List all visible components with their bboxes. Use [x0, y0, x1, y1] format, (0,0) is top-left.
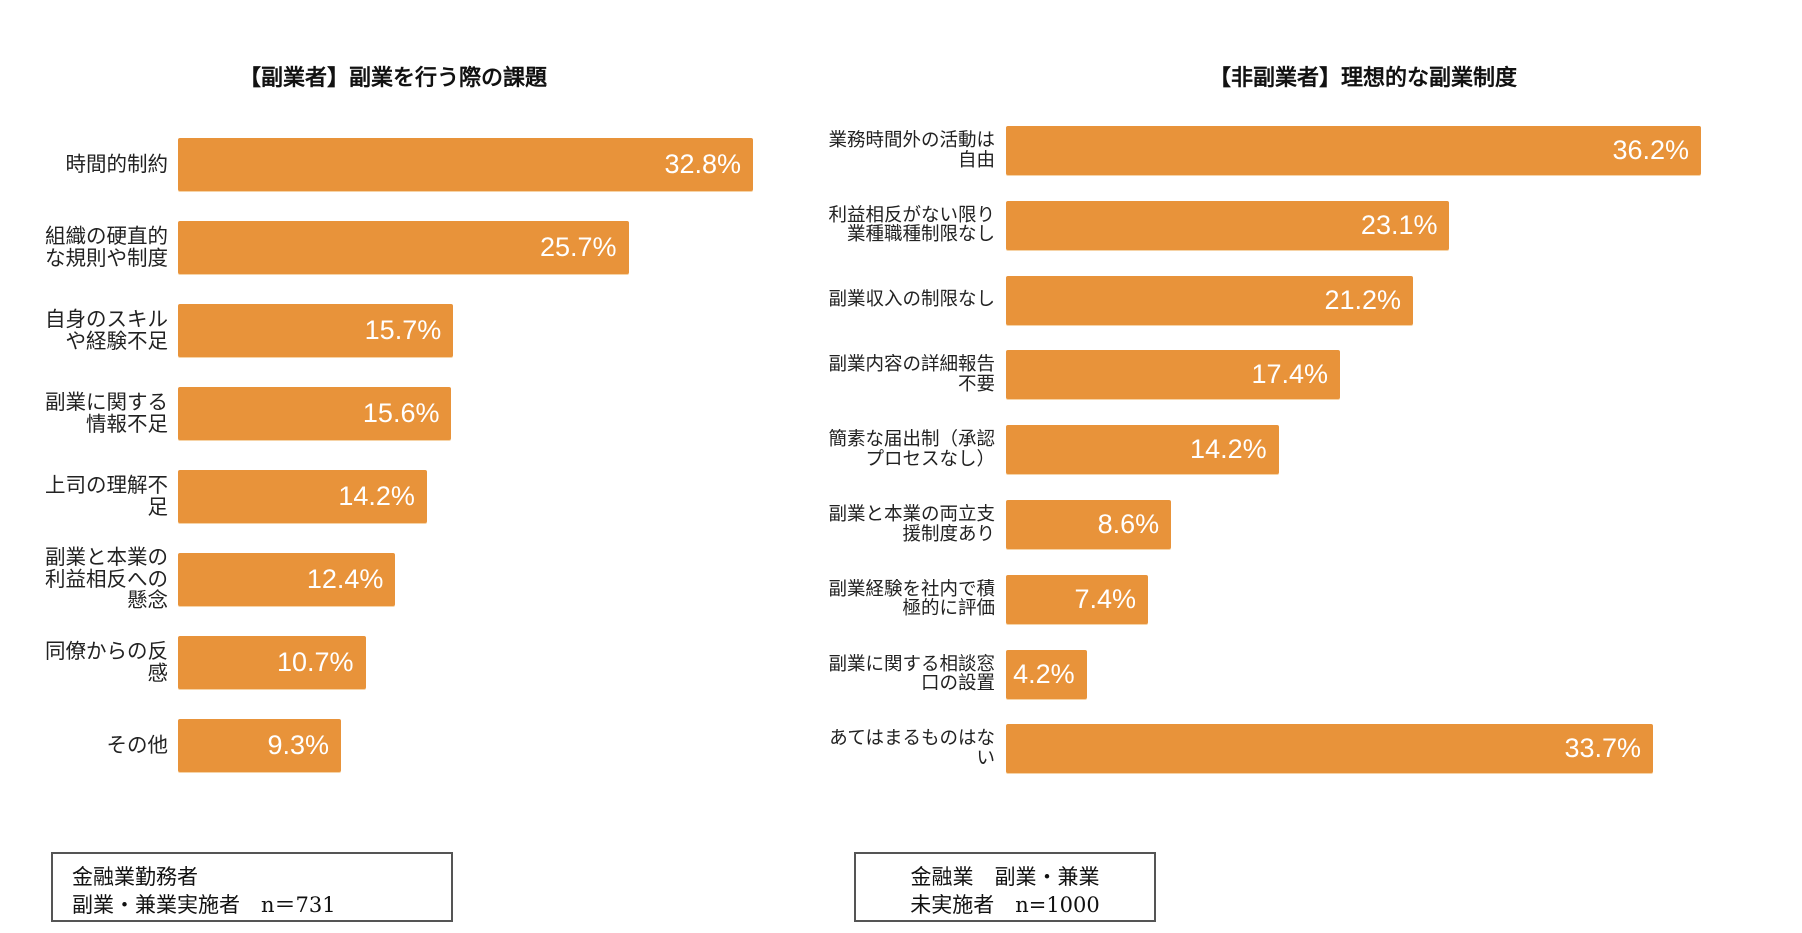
data-label: 15.7% [364, 315, 442, 345]
chart-title: 【副業者】副業を行う際の課題 [238, 65, 548, 91]
category-label: 同僚からの反感 [45, 638, 168, 685]
data-label: 10.7% [277, 647, 354, 677]
bar [178, 221, 629, 274]
bar [178, 470, 427, 523]
category-label: 副業に関する情報不足 [45, 389, 168, 436]
data-label: 15.6% [362, 398, 440, 428]
bar [178, 636, 366, 689]
category-label: 組織の硬直的な規則や制度 [45, 223, 168, 270]
category-label: 利益相反がない限り業種職種制限なし [828, 204, 995, 246]
data-label: 21.2% [1324, 284, 1402, 315]
data-label: 9.3% [267, 730, 330, 760]
category-label: 業務時間外の活動は自由 [828, 130, 995, 171]
data-label: 14.2% [338, 481, 415, 511]
data-label: 12.4% [306, 564, 384, 594]
category-label: 副業内容の詳細報告不要 [828, 354, 995, 395]
bar [178, 387, 452, 440]
data-label: 14.2% [1190, 434, 1267, 465]
data-label: 33.7% [1564, 733, 1641, 764]
bar [1006, 724, 1653, 774]
category-label: 副業収入の制限なし [828, 289, 995, 311]
data-label: 23.1% [1360, 209, 1438, 240]
sample-note-box: 金融業勤務者 副業・兼業実施者 n＝731 [51, 852, 453, 922]
data-label: 8.6% [1097, 509, 1160, 539]
bar [1006, 500, 1172, 549]
data-label: 36.2% [1612, 135, 1689, 165]
category-label: 上司の理解不足 [45, 472, 168, 519]
category-label: その他 [106, 732, 169, 757]
note-line: 金融業勤務者 [72, 865, 198, 889]
chart-title: 【非副業者】理想的な副業制度 [1208, 65, 1518, 91]
bar [178, 138, 753, 191]
category-label: あてはまるものはない [829, 728, 995, 769]
sample-note-box: 金融業 副業・兼業 未実施者 n=1000 [854, 852, 1156, 922]
data-label: 4.2% [1013, 658, 1075, 689]
note-line: 副業・兼業実施者 n＝731 [72, 893, 336, 917]
bar [1006, 200, 1450, 250]
category-label: 簡素な届出制（承認プロセスなし） [828, 429, 995, 470]
bar [1006, 126, 1701, 175]
data-label: 32.8% [664, 149, 741, 179]
category-label: 時間的制約 [65, 151, 169, 176]
category-label: 副業経験を社内で積極的に評価 [828, 578, 995, 620]
category-label: 副業と本業の両立支援制度あり [828, 504, 995, 545]
data-label: 17.4% [1251, 359, 1329, 390]
bar [1006, 275, 1414, 325]
data-label: 25.7% [539, 232, 617, 262]
bar [1006, 425, 1279, 475]
data-label: 7.4% [1074, 583, 1137, 614]
note-line: 未実施者 n=1000 [910, 893, 1100, 917]
bar [1006, 649, 1087, 699]
bar [178, 719, 342, 772]
category-label: 副業に関する相談窓口の設置 [828, 653, 995, 695]
bar [178, 304, 454, 357]
bar [178, 553, 396, 606]
bar [1006, 574, 1149, 624]
category-label: 副業と本業の利益相反への懸念 [45, 545, 168, 613]
note-line: 金融業 副業・兼業 [910, 865, 1100, 889]
category-label: 自身のスキルや経験不足 [45, 306, 168, 353]
bar [1006, 350, 1341, 400]
